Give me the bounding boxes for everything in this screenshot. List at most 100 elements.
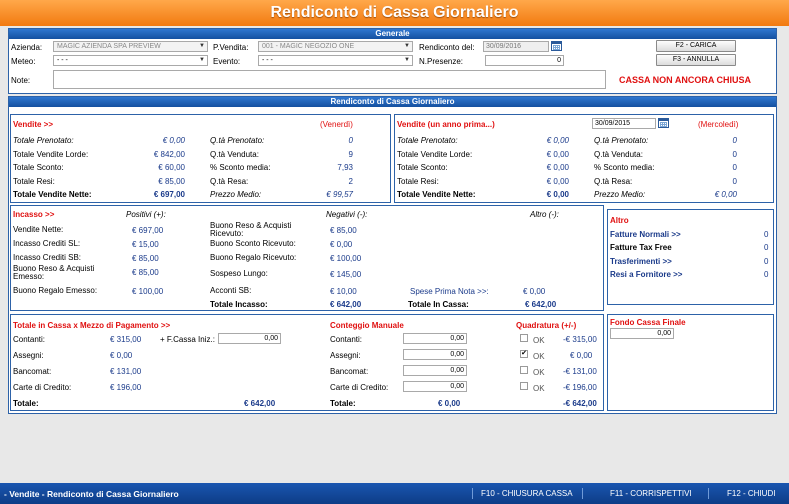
altro-box [607, 209, 774, 305]
chevron-down-icon: ▼ [404, 57, 410, 63]
row-value: 0 [732, 163, 737, 172]
rendiconto-label: Rendiconto del: [419, 43, 475, 52]
annulla-button[interactable]: F3 - ANNULLA [656, 54, 736, 66]
negativi-value: € 0,00 [330, 240, 353, 249]
row-label: Q.tà Venduta: [210, 150, 259, 159]
row-value: € 842,00 [153, 150, 185, 159]
negativi-value: € 10,00 [330, 287, 357, 296]
vendite-prev-day: (Mercoledì) [698, 120, 739, 129]
row-label: Totale Resi: [13, 177, 55, 186]
row-value: 0 [732, 177, 737, 186]
cassa-status: CASSA NON ANCORA CHIUSA [619, 75, 752, 85]
negativi-value: € 145,00 [330, 270, 362, 279]
positivi-value: € 15,00 [132, 240, 159, 249]
row-label: Totale Sconto: [397, 163, 448, 172]
positivi-label: Incasso Crediti SL: [13, 239, 81, 248]
positivi-header: Positivi (+): [126, 210, 166, 219]
negativi-label: Buono Reso & Acquisti Ricevuto: [210, 221, 292, 238]
spese-prima-nota-link[interactable]: Spese Prima Nota >>: [410, 287, 489, 296]
note-textarea[interactable] [53, 70, 606, 89]
row-label: Totale Sconto: [13, 163, 64, 172]
totale-cassa-label: Totale In Cassa: [408, 300, 469, 309]
ok-checkbox[interactable] [520, 334, 528, 342]
vendite-title[interactable]: Vendite >> [13, 120, 54, 129]
evento-value: - - - [262, 57, 273, 64]
row-label: Totale Prenotato: [397, 136, 458, 145]
conteggio-row-label: Bancomat: [330, 367, 369, 376]
pvendita-value: 001 - MAGIC NEGOZIO ONE [262, 43, 355, 50]
f11-corrispettivi-button[interactable]: F11 - CORRISPETTIVI [610, 489, 692, 498]
ok-checkbox[interactable]: ✔ [520, 350, 528, 358]
generale-header: Generale [9, 29, 776, 39]
carica-button[interactable]: F2 - CARICA [656, 40, 736, 52]
pvendita-select[interactable]: 001 - MAGIC NEGOZIO ONE ▼ [258, 41, 413, 52]
quadratura-value: -€ 196,00 [563, 383, 597, 392]
vendite-prev-date-field[interactable]: 30/09/2015 [592, 118, 656, 129]
altro-item-2[interactable]: Trasferimenti >> [610, 257, 672, 266]
row-value: € 0,00 [546, 190, 569, 199]
ok-label: OK [533, 336, 545, 345]
ok-label: OK [533, 368, 545, 377]
row-value: 0 [732, 150, 737, 159]
cassa-row-value: € 131,00 [110, 367, 142, 376]
f12-chiudi-button[interactable]: F12 - CHIUDI [727, 489, 776, 498]
pvendita-label: P.Vendita: [213, 43, 249, 52]
totale-incasso-value: € 642,00 [330, 300, 362, 309]
ok-checkbox[interactable] [520, 366, 528, 374]
incasso-box [10, 205, 604, 311]
cassa-row-label: Assegni: [13, 351, 44, 360]
azienda-value: MAGIC AZIENDA SPA PREVIEW [57, 43, 161, 50]
negativi-label: Buono Sconto Ricevuto: [210, 239, 296, 248]
row-value: € 60,00 [158, 163, 185, 172]
conteggio-row-field[interactable]: 0,00 [403, 365, 467, 376]
row-label: % Sconto media: [594, 163, 655, 172]
ok-checkbox[interactable] [520, 382, 528, 390]
footer-separator [708, 488, 709, 499]
row-label: Prezzo Medio: [594, 190, 646, 199]
azienda-select[interactable]: MAGIC AZIENDA SPA PREVIEW ▼ [53, 41, 208, 52]
positivi-value: € 85,00 [132, 268, 159, 277]
conteggio-row-field[interactable]: 0,00 [403, 349, 467, 360]
positivi-label: Buono Reso & Acquisti Emesso: [13, 264, 95, 281]
row-value: € 0,00 [714, 190, 737, 199]
vendite-day: (Venerdì) [320, 120, 353, 129]
quadratura-value: -€ 131,00 [563, 367, 597, 376]
evento-select[interactable]: - - - ▼ [258, 55, 413, 66]
cassa-row-value: € 196,00 [110, 383, 142, 392]
positivi-label: Buono Regalo Emesso: [13, 286, 98, 295]
negativi-label: Sospeso Lungo: [210, 269, 268, 278]
window-title: Rendiconto di Cassa Giornaliero [0, 0, 789, 26]
rendiconto-date-field[interactable]: 30/09/2016 [483, 41, 549, 52]
altro-title: Altro [610, 216, 629, 225]
conteggio-row-field[interactable]: 0,00 [403, 333, 467, 344]
meteo-select[interactable]: - - - ▼ [53, 55, 208, 66]
vendite-prev-box [394, 114, 774, 203]
chevron-down-icon: ▼ [199, 43, 205, 49]
cassa-row-label: Contanti: [13, 335, 46, 344]
fondo-field[interactable]: 0,00 [610, 328, 674, 339]
positivi-value: € 697,00 [132, 226, 164, 235]
rendiconto-header: Rendiconto di Cassa Giornaliero [9, 97, 776, 107]
cassa-row-label: Carte di Credito: [13, 383, 72, 392]
altro-item-0[interactable]: Fatture Normali >> [610, 230, 681, 239]
totale-incasso-label: Totale Incasso: [210, 300, 268, 309]
row-label: Totale Resi: [397, 177, 439, 186]
fcassa-field[interactable]: 0,00 [218, 333, 281, 344]
npresenze-field[interactable]: 0 [485, 55, 564, 66]
row-label: Q.tà Prenotato: [210, 136, 265, 145]
row-value: 2 [348, 177, 353, 186]
row-label: Q.tà Resa: [594, 177, 633, 186]
note-label: Note: [11, 76, 31, 85]
quadratura-value: € 0,00 [570, 351, 593, 360]
row-value: € 0,00 [546, 136, 569, 145]
calendar-icon[interactable] [551, 41, 562, 51]
calendar-icon[interactable] [658, 118, 669, 128]
footer-separator [472, 488, 473, 499]
conteggio-row-field[interactable]: 0,00 [403, 381, 467, 392]
row-value: 0 [348, 136, 353, 145]
f10-chiusura-cassa-button[interactable]: F10 - CHIUSURA CASSA [481, 489, 573, 498]
altro-item-3[interactable]: Resi a Fornitore >> [610, 270, 683, 279]
conteggio-title: Conteggio Manuale [330, 321, 404, 330]
row-value: 0 [732, 136, 737, 145]
negativi-value: € 100,00 [330, 254, 362, 263]
